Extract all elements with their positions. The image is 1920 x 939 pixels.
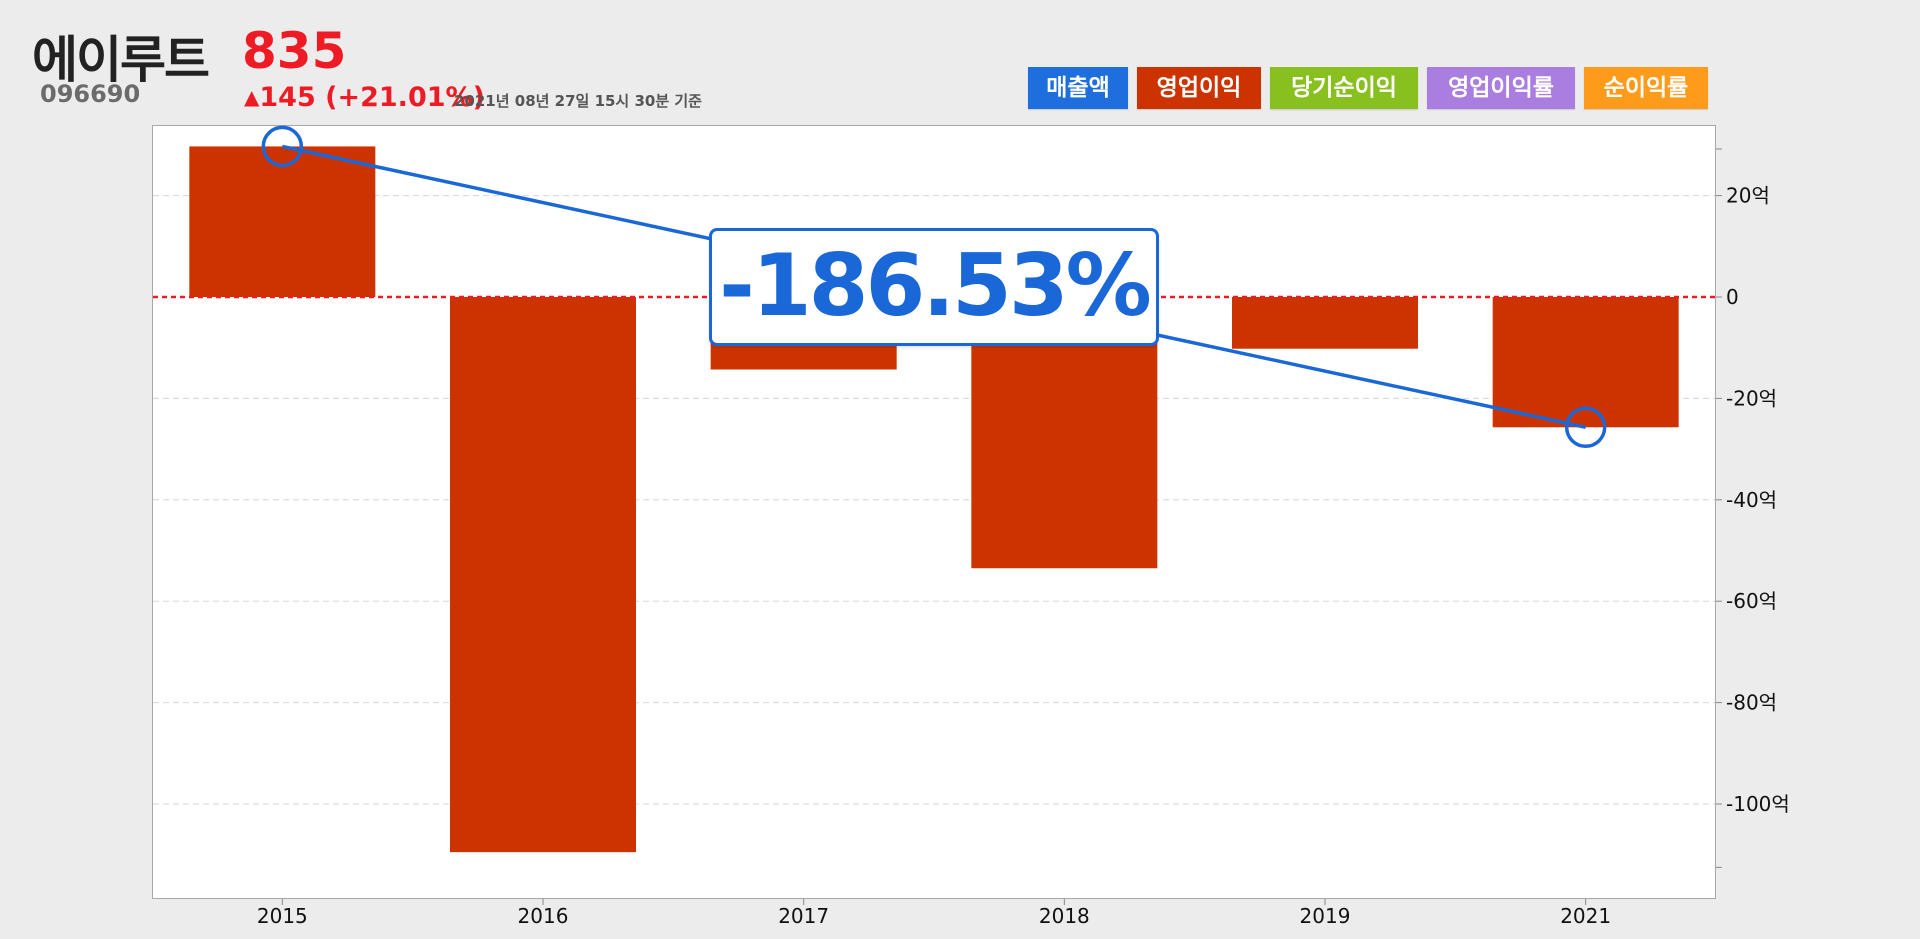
- bar-2021: [1492, 297, 1679, 428]
- y-tick-label: 0: [1726, 285, 1739, 309]
- legend-net-margin-button[interactable]: 순이익률: [1584, 67, 1708, 109]
- legend-operating-margin-button[interactable]: 영업이익률: [1427, 67, 1575, 109]
- y-tick-label: -80억: [1726, 691, 1777, 715]
- x-tick-label: 2015: [257, 904, 308, 928]
- x-tick-label: 2017: [778, 904, 829, 928]
- price-change: ▲145 (+21.01%): [244, 82, 485, 113]
- bar-2015: [189, 146, 376, 297]
- stock-code: 096690: [40, 80, 141, 108]
- legend-revenue-button[interactable]: 매출액: [1028, 67, 1128, 109]
- stock-price: 835: [242, 22, 347, 80]
- trend-start-marker: [261, 125, 304, 168]
- legend-operating-profit-button[interactable]: 영업이익: [1137, 67, 1261, 109]
- bar-2019: [1232, 297, 1418, 349]
- y-tick-label: -60억: [1726, 589, 1777, 613]
- as-of-timestamp: 2021년 08년 27일 15시 30분 기준: [454, 92, 702, 110]
- stock-name: 에이루트: [32, 31, 210, 89]
- x-tick-label: 2018: [1039, 904, 1090, 928]
- bar-2016: [450, 297, 636, 853]
- x-tick-label: 2016: [518, 904, 569, 928]
- y-tick-label: 20억: [1726, 184, 1770, 208]
- change-rate-callout: -186.53%: [709, 228, 1159, 346]
- y-tick-label: -100억: [1726, 792, 1790, 816]
- y-tick-label: -40억: [1726, 488, 1777, 512]
- trend-end-marker: [1564, 406, 1607, 449]
- price-change-value: 145 (+21.01%): [259, 82, 485, 113]
- y-tick-label: -20억: [1726, 386, 1777, 410]
- x-tick-label: 2021: [1560, 904, 1611, 928]
- stock-header: 에이루트 835 096690 ▲145 (+21.01%) 2021년 08년…: [0, 0, 1920, 125]
- up-arrow-icon: ▲: [244, 85, 260, 109]
- x-tick-label: 2019: [1300, 904, 1351, 928]
- legend-net-income-button[interactable]: 당기순이익: [1270, 67, 1418, 109]
